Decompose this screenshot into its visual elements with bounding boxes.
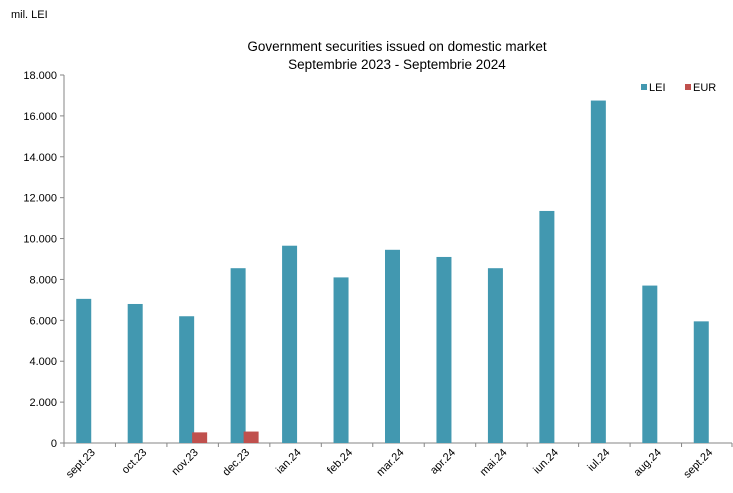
y-tick-label: 6.000 [29,315,57,327]
y-tick-label: 10.000 [23,234,57,246]
bar-lei [487,268,503,443]
x-tick-label: mai.24 [478,447,510,479]
bar-lei [282,245,298,443]
bar-lei [230,268,246,443]
x-tick-label: aug.24 [632,447,664,479]
y-tick-label: 2.000 [29,397,57,409]
bar-lei [436,256,452,443]
x-tick-label: iun.24 [531,447,561,477]
legend: LEI EUR [641,82,716,94]
x-tick-label: apr.24 [428,447,458,477]
bar-lei [590,100,606,444]
bar-lei [76,298,92,443]
x-tick-label: ian.24 [274,447,304,477]
bar-lei [127,303,143,443]
plot-bars [76,100,709,444]
legend-swatch-lei [641,84,647,90]
x-tick-label: dec.23 [220,447,252,479]
legend-swatch-eur [685,84,691,90]
bar-lei [333,277,349,443]
chart-subtitle: Septembrie 2023 - Septembrie 2024 [288,57,506,72]
x-tick-label: nov.23 [170,447,201,478]
x-tick-label: oct.23 [120,447,150,477]
legend-label-lei: LEI [649,82,666,94]
chart-title: Government securities issued on domestic… [247,39,547,54]
y-tick-label: 16.000 [23,111,57,123]
bar-eur [243,431,259,443]
x-tick-label: sept.23 [64,447,98,481]
y-tick-label: 0 [51,438,57,450]
bar-eur [192,432,208,443]
y-tick-label: 12.000 [23,193,57,205]
bar-lei [385,249,400,443]
y-tick-label: 18.000 [23,70,57,82]
x-tick-label: sept.24 [681,447,715,481]
bar-lei [179,316,195,443]
x-axis: sept.23 oct.23 nov.23 dec.23 ian.24 feb.24 mar… [63,442,733,481]
y-tick-label: 14.000 [23,152,57,164]
x-tick-label: iul.24 [585,447,612,474]
y-tick-label: 8.000 [29,274,57,286]
unit-label: mil. LEI [11,9,48,21]
bar-lei [539,210,555,443]
bar-lei [693,321,709,443]
y-axis: 0 2.000 4.000 6.000 8.000 10.000 12.000 14.000 1… [23,70,65,450]
y-tick-label: 4.000 [29,356,57,368]
bar-lei [642,285,658,443]
x-tick-label: feb.24 [325,447,355,477]
x-tick-label: mar.24 [374,447,406,479]
legend-label-eur: EUR [693,82,716,94]
